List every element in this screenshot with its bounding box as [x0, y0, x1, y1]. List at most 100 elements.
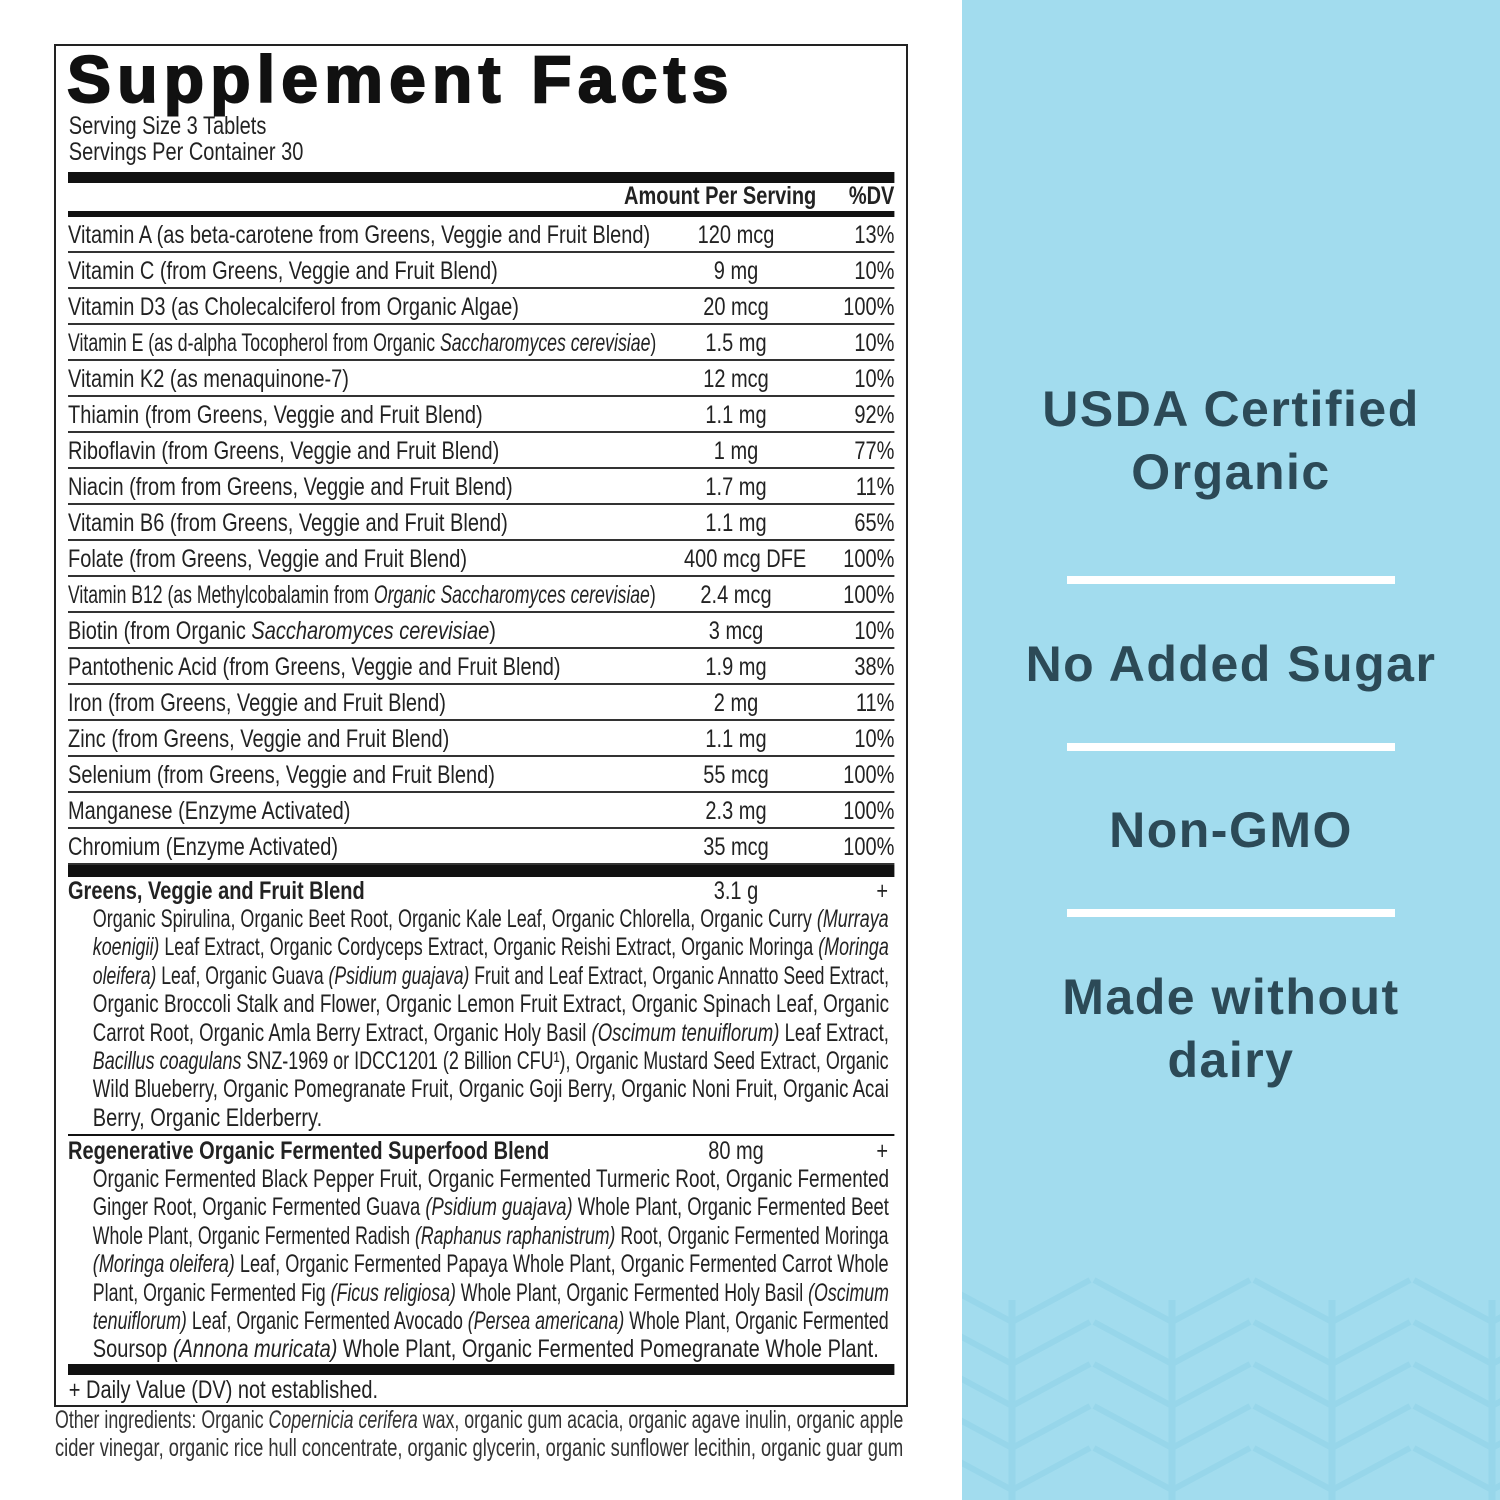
- text: Vitamin B12 (as Methylcobalamin from: [68, 581, 374, 609]
- thick-divider: [68, 865, 895, 877]
- supplement-facts-label: Supplement Facts Serving Size 3 Tablets …: [54, 44, 908, 1407]
- text: Vitamin K2 (as menaquinone-7): [68, 365, 349, 393]
- chevron-mark: [962, 1319, 1092, 1368]
- italic-text: (Moringa: [818, 933, 889, 962]
- chevron-mark: [962, 1403, 1092, 1452]
- nutrient-name: Pantothenic Acid (from Greens, Veggie an…: [68, 653, 561, 682]
- nutrient-dv: 11%: [855, 689, 895, 717]
- nutrient-amount: 1.1 mg: [705, 509, 767, 537]
- text: Organic Spirulina, Organic Beet Root, Or…: [92, 905, 817, 933]
- text: Leaf, Organic Guava: [156, 961, 329, 990]
- chevron-pattern: [962, 1277, 1500, 1500]
- divider: [1067, 576, 1395, 584]
- nutrient-amount: 1.9 mg: [705, 653, 767, 681]
- header-amount: Amount Per Serving: [624, 182, 817, 210]
- italic-text: (Persea americana): [467, 1306, 625, 1335]
- chevron-mark: [962, 1277, 1092, 1326]
- nutrient-row: Riboflavin (from Greens, Veggie and Frui…: [68, 433, 895, 469]
- nutrient-row: Vitamin E (as d-alpha Tocopherol from Or…: [68, 325, 895, 361]
- nutrient-dv: 10%: [854, 365, 895, 393]
- text: Leaf Extract, Organic Cordyceps Extract,…: [159, 933, 819, 962]
- chevron-mark: [1252, 1361, 1412, 1410]
- ingredient-line: Wild Blueberry, Organic Pomegranate Frui…: [93, 1075, 889, 1103]
- blend-header: Greens, Veggie and Fruit Blend 3.1 g +: [68, 877, 894, 906]
- claim-line: dairy: [1167, 1032, 1295, 1088]
- nutrient-name: Manganese (Enzyme Activated): [68, 797, 350, 826]
- claim-made-without-dairy: Made without dairy: [962, 966, 1500, 1092]
- chevron-mark: [1252, 1445, 1412, 1494]
- other-ingredients-line: cider vinegar, organic rice hull concent…: [55, 1434, 903, 1462]
- italic-text: (Psidium guajava): [328, 961, 470, 990]
- italic-text: oleifera): [92, 961, 157, 990]
- nutrient-name: Vitamin B12 (as Methylcobalamin from Org…: [68, 581, 656, 610]
- chevron-mark: [1092, 1277, 1252, 1326]
- text: Zinc (from Greens, Veggie and Fruit Blen…: [68, 725, 450, 753]
- blend-name: Greens, Veggie and Fruit Blend: [68, 877, 365, 905]
- italic-text: Saccharomyces cerevisiae: [251, 617, 490, 645]
- nutrient-row: Vitamin A (as beta-carotene from Greens,…: [68, 217, 895, 253]
- thick-divider: [68, 211, 895, 217]
- text: Vitamin C (from Greens, Veggie and Fruit…: [68, 257, 498, 285]
- divider: [1067, 743, 1395, 751]
- nutrient-name: Vitamin E (as d-alpha Tocopherol from Or…: [68, 329, 656, 358]
- text: Wild Blueberry, Organic Pomegranate Frui…: [92, 1075, 889, 1104]
- nutrient-dv: 100%: [843, 797, 895, 825]
- nutrient-row: Vitamin C (from Greens, Veggie and Fruit…: [68, 253, 895, 289]
- nutrient-row: Thiamin (from Greens, Veggie and Fruit B…: [68, 397, 895, 433]
- text: Other ingredients: Organic: [55, 1406, 269, 1434]
- claim-line: USDA Certified: [1042, 381, 1420, 437]
- nutrient-row: Vitamin B6 (from Greens, Veggie and Frui…: [68, 505, 895, 541]
- nutrient-dv: 11%: [855, 473, 895, 501]
- nutrient-row: Iron (from Greens, Veggie and Fruit Blen…: [68, 685, 895, 721]
- nutrient-dv: 100%: [843, 833, 895, 861]
- blend-dv: +: [876, 1137, 888, 1165]
- text: Soursop: [92, 1335, 173, 1364]
- nutrient-dv: 100%: [843, 293, 895, 321]
- nutrient-row: Vitamin K2 (as menaquinone-7) 12 mcg 10%: [68, 361, 895, 397]
- text: Vitamin A (as beta-carotene from Greens,…: [68, 221, 651, 249]
- text: Root, Organic Fermented Moringa: [615, 1221, 889, 1250]
- other-ingredients-line: Other ingredients: Organic Copernicia ce…: [55, 1406, 903, 1434]
- servings-per-container: Servings Per Container 30: [68, 138, 304, 166]
- blend-name: Regenerative Organic Fermented Superfood…: [68, 1137, 550, 1165]
- text: Carrot Root, Organic Amla Berry Extract,…: [92, 1018, 592, 1047]
- text: Pantothenic Acid (from Greens, Veggie an…: [68, 653, 561, 681]
- nutrient-row: Vitamin B12 (as Methylcobalamin from Org…: [68, 577, 895, 613]
- header-dv: %DV: [848, 182, 895, 210]
- nutrient-row: Zinc (from Greens, Veggie and Fruit Blen…: [68, 721, 895, 757]
- blend-header: Regenerative Organic Fermented Superfood…: [68, 1137, 894, 1166]
- nutrient-name: Selenium (from Greens, Veggie and Fruit …: [68, 761, 495, 790]
- nutrient-name: Riboflavin (from Greens, Veggie and Frui…: [68, 437, 499, 466]
- chevron-mark: [1092, 1403, 1252, 1452]
- nutrient-row: Vitamin D3 (as Cholecalciferol from Orga…: [68, 289, 895, 325]
- text: Ginger Root, Organic Fermented Guava: [92, 1193, 426, 1222]
- nutrient-amount: 1.5 mg: [705, 329, 767, 357]
- nutrient-amount: 400 mcg DFE: [684, 545, 807, 573]
- text: Manganese (Enzyme Activated): [68, 797, 351, 825]
- claim-non-gmo: Non-GMO: [1109, 802, 1353, 858]
- nutrient-amount: 12 mcg: [703, 365, 769, 393]
- nutrient-dv: 10%: [854, 617, 895, 645]
- claim-line: Made without: [1062, 969, 1400, 1025]
- text: Whole Plant, Organic Fermented Beet: [572, 1193, 889, 1222]
- nutrient-dv: 100%: [843, 581, 895, 609]
- serving-size: Serving Size 3 Tablets: [68, 112, 267, 140]
- blend-ingredients: Organic Spirulina, Organic Beet Root, Or…: [93, 905, 893, 1132]
- chevron-mark: [1412, 1319, 1500, 1368]
- nutrient-amount: 1.7 mg: [705, 473, 767, 501]
- blend-amount: 80 mg: [708, 1137, 764, 1165]
- text: Whole Plant, Organic Fermented Pomegrana…: [337, 1335, 879, 1364]
- nutrient-name: Thiamin (from Greens, Veggie and Fruit B…: [68, 401, 483, 430]
- divider: [1067, 909, 1395, 917]
- nutrient-amount: 2 mg: [713, 689, 759, 717]
- text: Biotin (from Organic: [68, 617, 252, 645]
- other-ingredients: Other ingredients: Organic Copernicia ce…: [55, 1406, 903, 1463]
- italic-text: (Annona muricata): [172, 1335, 338, 1364]
- text: Whole Plant, Organic Fermented: [624, 1306, 889, 1335]
- nutrient-row: Pantothenic Acid (from Greens, Veggie an…: [68, 649, 895, 685]
- nutrient-dv: 92%: [854, 401, 895, 429]
- italic-text: (Ficus religiosa): [330, 1278, 456, 1307]
- italic-text: Bacillus coagulans: [92, 1046, 242, 1075]
- italic-text: (Oscimum tenuiflorum): [591, 1018, 780, 1047]
- text: Leaf, Organic Fermented Avocado: [186, 1306, 468, 1335]
